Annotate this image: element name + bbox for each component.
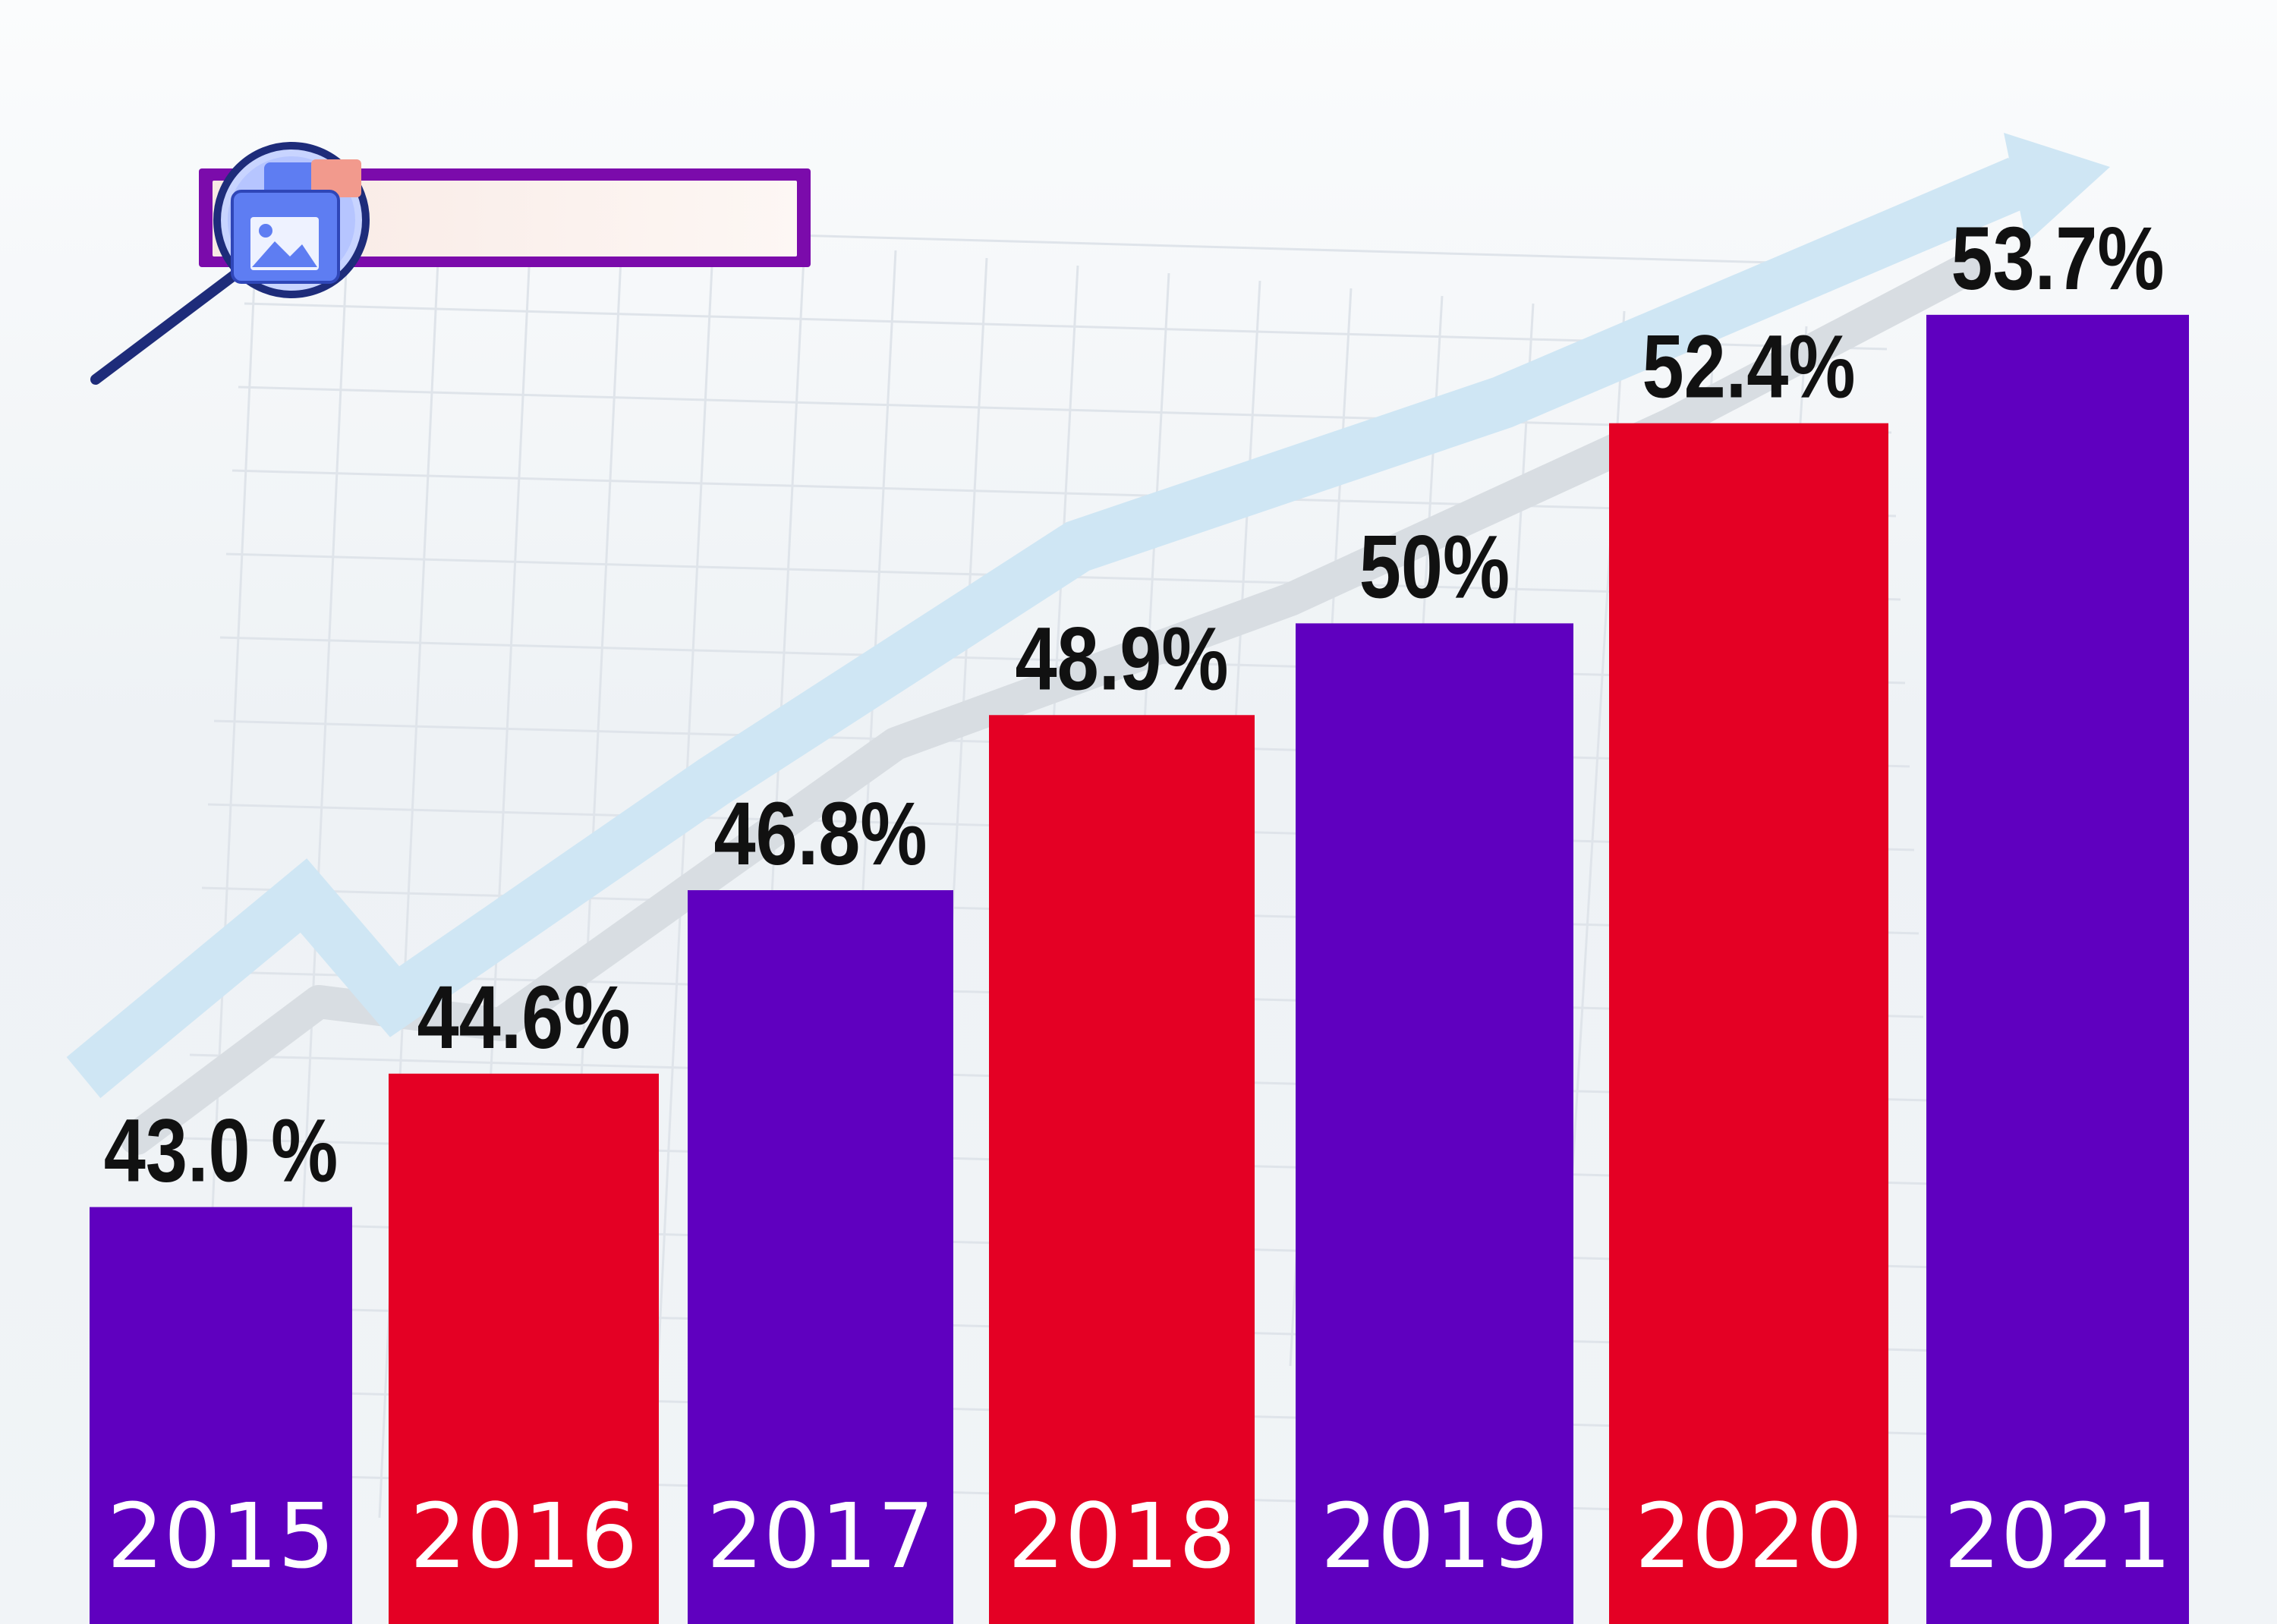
year-label-2018: 2018 bbox=[1008, 1484, 1236, 1588]
value-label-2018: 48.9% bbox=[1015, 609, 1228, 709]
value-label-2016: 44.6% bbox=[417, 968, 630, 1068]
year-labels-layer: 2015 2016 2017 2018 2019 2020 2021 bbox=[107, 1484, 2171, 1588]
year-label-2016: 2016 bbox=[410, 1484, 638, 1588]
value-label-2019: 50% bbox=[1359, 517, 1510, 617]
bar-2020 bbox=[1609, 423, 1888, 1624]
value-label-2017: 46.8% bbox=[713, 784, 927, 884]
bar-2017 bbox=[688, 890, 953, 1624]
bar-2016 bbox=[389, 1073, 659, 1624]
year-label-2017: 2017 bbox=[707, 1484, 934, 1588]
bar-2019 bbox=[1296, 623, 1573, 1624]
year-label-2015: 2015 bbox=[107, 1484, 335, 1588]
year-label-2020: 2020 bbox=[1635, 1484, 1863, 1588]
bars-layer bbox=[90, 314, 2189, 1624]
bar-2018 bbox=[989, 715, 1255, 1624]
value-label-2020: 52.4% bbox=[1642, 317, 1855, 417]
magnifier-over-image-icon bbox=[90, 142, 370, 385]
value-labels-layer: 43.0 % 44.6% 46.8% 48.9% 50% 52.4% 53.7% bbox=[104, 209, 2165, 1201]
year-label-2021: 2021 bbox=[1944, 1484, 2171, 1588]
value-label-2021: 53.7% bbox=[1951, 209, 2164, 309]
bar-2021 bbox=[1926, 314, 2189, 1624]
year-label-2019: 2019 bbox=[1321, 1484, 1548, 1588]
bar-2015 bbox=[90, 1207, 352, 1624]
value-label-2015: 43.0 % bbox=[104, 1100, 339, 1201]
grid-line-vertical bbox=[651, 234, 715, 1473]
